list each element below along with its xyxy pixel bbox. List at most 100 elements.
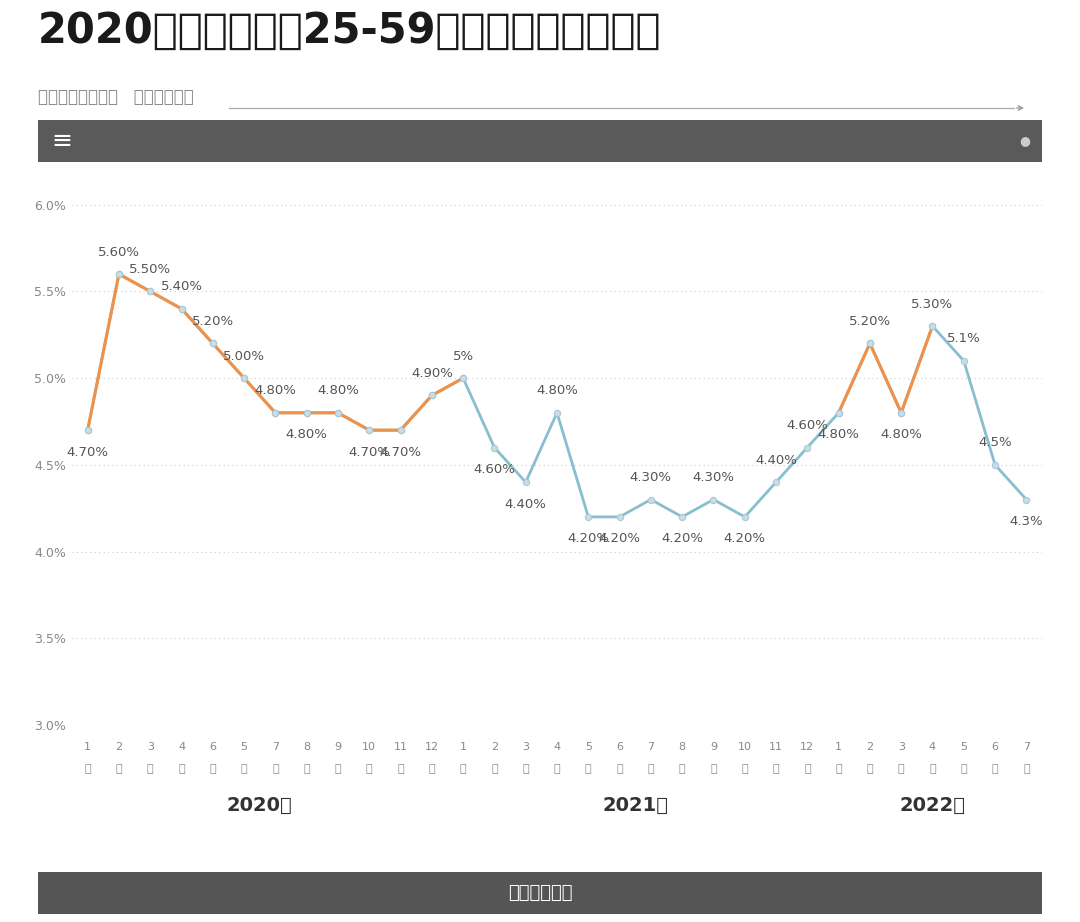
Text: 5: 5 [584, 742, 592, 752]
Text: 月: 月 [241, 763, 247, 774]
Text: 2020年以来，我国25-59岁人口失业率走势图: 2020年以来，我国25-59岁人口失业率走势图 [38, 10, 661, 52]
Text: 7: 7 [647, 742, 654, 752]
Text: 7: 7 [272, 742, 279, 752]
Text: 12: 12 [424, 742, 438, 752]
Text: ≡: ≡ [51, 129, 72, 153]
Text: 4.5%: 4.5% [978, 436, 1012, 449]
Text: 5.00%: 5.00% [224, 349, 265, 362]
Text: 月: 月 [866, 763, 874, 774]
Text: 4.20%: 4.20% [567, 532, 609, 546]
Text: 月: 月 [648, 763, 654, 774]
Text: 月: 月 [991, 763, 998, 774]
Text: 5.50%: 5.50% [130, 263, 172, 276]
Text: 2020年: 2020年 [227, 796, 293, 815]
Text: 月: 月 [742, 763, 748, 774]
Text: 4.20%: 4.20% [661, 532, 703, 546]
Text: 月: 月 [178, 763, 185, 774]
Text: 4: 4 [178, 742, 185, 752]
Text: 4.70%: 4.70% [379, 445, 421, 459]
Text: 月: 月 [897, 763, 905, 774]
Text: 5%: 5% [453, 349, 474, 362]
Text: 3: 3 [897, 742, 905, 752]
Text: 月: 月 [335, 763, 341, 774]
Text: 4.30%: 4.30% [692, 471, 734, 484]
Text: 月: 月 [429, 763, 435, 774]
Text: 月: 月 [147, 763, 153, 774]
Text: 2022年: 2022年 [900, 796, 966, 815]
Text: 月: 月 [460, 763, 467, 774]
Text: 月: 月 [585, 763, 592, 774]
Text: 8: 8 [303, 742, 310, 752]
Text: 2: 2 [866, 742, 874, 752]
Text: 月: 月 [1023, 763, 1029, 774]
Text: 月: 月 [272, 763, 279, 774]
Text: 4.70%: 4.70% [67, 445, 109, 459]
Text: 月: 月 [835, 763, 842, 774]
Text: 4.80%: 4.80% [818, 429, 860, 442]
Text: 5: 5 [960, 742, 968, 752]
Text: 4: 4 [553, 742, 561, 752]
Text: 8: 8 [678, 742, 686, 752]
Text: 4.20%: 4.20% [724, 532, 766, 546]
Text: 月: 月 [804, 763, 811, 774]
Text: 4.3%: 4.3% [1010, 515, 1043, 528]
Text: 5.30%: 5.30% [912, 298, 954, 311]
Text: 3: 3 [523, 742, 529, 752]
Text: 4.80%: 4.80% [880, 429, 922, 442]
Text: 5.20%: 5.20% [192, 315, 234, 328]
Text: 11: 11 [393, 742, 407, 752]
Text: 5: 5 [241, 742, 247, 752]
Text: 月: 月 [617, 763, 623, 774]
Text: 月: 月 [491, 763, 498, 774]
Text: 4.80%: 4.80% [255, 384, 296, 397]
Text: 月: 月 [210, 763, 216, 774]
Text: 7: 7 [1023, 742, 1030, 752]
Text: 出品：说财猫: 出品：说财猫 [508, 884, 572, 902]
Text: 5.20%: 5.20% [849, 315, 891, 328]
Text: 月: 月 [929, 763, 935, 774]
Text: 月: 月 [554, 763, 561, 774]
Text: 2021年: 2021年 [603, 796, 669, 815]
Text: 1: 1 [835, 742, 842, 752]
Text: 1: 1 [460, 742, 467, 752]
Text: 5.1%: 5.1% [947, 332, 981, 345]
Text: 4: 4 [929, 742, 936, 752]
Text: 4.70%: 4.70% [348, 445, 390, 459]
Text: 4.80%: 4.80% [536, 384, 578, 397]
Text: 10: 10 [362, 742, 376, 752]
Text: 4.80%: 4.80% [286, 429, 327, 442]
Text: 月: 月 [679, 763, 686, 774]
Text: 9: 9 [335, 742, 341, 752]
Text: 4.60%: 4.60% [473, 463, 515, 476]
Text: 月: 月 [397, 763, 404, 774]
Text: 月: 月 [366, 763, 373, 774]
Text: 月: 月 [772, 763, 780, 774]
Text: 5.40%: 5.40% [161, 280, 203, 293]
Text: 月: 月 [84, 763, 91, 774]
Text: 月: 月 [303, 763, 310, 774]
Text: 9: 9 [710, 742, 717, 752]
Text: 4.90%: 4.90% [410, 367, 453, 380]
Text: 6: 6 [616, 742, 623, 752]
Text: 2: 2 [116, 742, 122, 752]
Text: 5.60%: 5.60% [98, 245, 140, 258]
Text: 11: 11 [769, 742, 783, 752]
Text: 2: 2 [490, 742, 498, 752]
Text: 6: 6 [991, 742, 999, 752]
Text: 4.40%: 4.40% [504, 498, 546, 511]
Text: 月: 月 [523, 763, 529, 774]
Text: 月: 月 [711, 763, 717, 774]
Text: 12: 12 [800, 742, 814, 752]
Text: 3: 3 [147, 742, 153, 752]
Text: 1: 1 [84, 742, 91, 752]
Text: 4.60%: 4.60% [786, 419, 828, 432]
Text: 4.80%: 4.80% [318, 384, 359, 397]
Text: 4.20%: 4.20% [598, 532, 640, 546]
Text: 4.40%: 4.40% [755, 454, 797, 467]
Text: ●: ● [1020, 135, 1030, 148]
Text: 月: 月 [960, 763, 967, 774]
Text: 月: 月 [116, 763, 122, 774]
Text: 4.30%: 4.30% [630, 471, 672, 484]
Text: 6: 6 [210, 742, 216, 752]
Text: 10: 10 [738, 742, 752, 752]
